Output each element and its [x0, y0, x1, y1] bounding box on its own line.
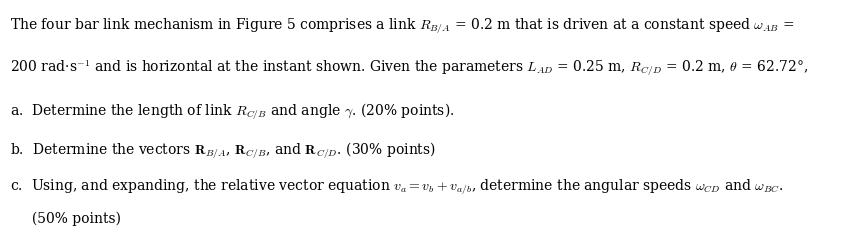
Text: a.  Determine the length of link $R_{C/B}$ and angle $\gamma$. (20% points).: a. Determine the length of link $R_{C/B}… [10, 102, 454, 122]
Text: d.  Write down the relevant relative acceleration equation from which accelerati: d. Write down the relevant relative acce… [10, 241, 821, 243]
Text: The four bar link mechanism in Figure 5 comprises a link $R_{B/A}$ = 0.2 m that : The four bar link mechanism in Figure 5 … [10, 17, 795, 36]
Text: c.  Using, and expanding, the relative vector equation $v_a = v_b + v_{a/b}$, de: c. Using, and expanding, the relative ve… [10, 177, 784, 197]
Text: (50% points): (50% points) [10, 211, 121, 226]
Text: b.  Determine the vectors $\mathbf{R}_{B/A}$, $\mathbf{R}_{C/B}$, and $\mathbf{R: b. Determine the vectors $\mathbf{R}_{B/… [10, 141, 436, 161]
Text: 200 rad·s$^{-1}$ and is horizontal at the instant shown. Given the parameters $L: 200 rad·s$^{-1}$ and is horizontal at th… [10, 58, 808, 78]
